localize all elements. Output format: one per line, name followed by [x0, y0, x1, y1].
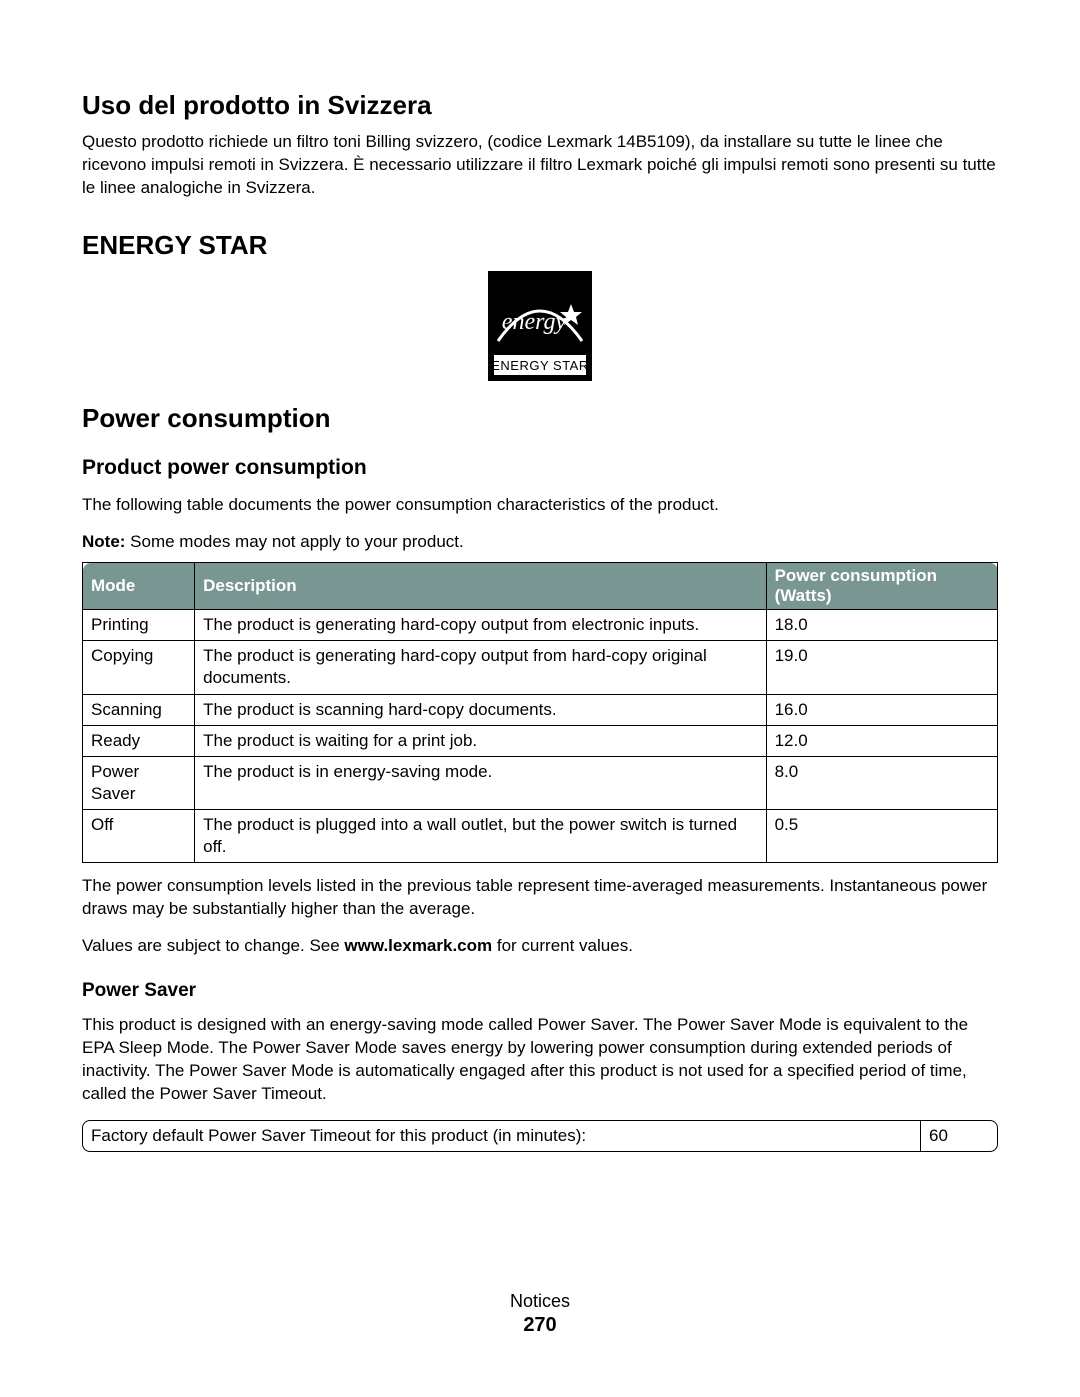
paragraph-note: Note: Some modes may not apply to your p… [82, 531, 998, 554]
heading-svizzera: Uso del prodotto in Svizzera [82, 90, 998, 121]
cell-desc: The product is generating hard-copy outp… [195, 610, 766, 641]
power-consumption-table: Mode Description Power consumption (Watt… [82, 562, 998, 863]
heading-power-consumption: Power consumption [82, 403, 998, 434]
cell-mode: Power Saver [83, 756, 195, 809]
paragraph-svizzera: Questo prodotto richiede un filtro toni … [82, 131, 998, 200]
text-pre: Values are subject to change. See [82, 936, 344, 955]
cell-mode: Copying [83, 641, 195, 694]
document-page: Uso del prodotto in Svizzera Questo prod… [0, 0, 1080, 1397]
cell-watts: 16.0 [766, 694, 997, 725]
table-header-row: Mode Description Power consumption (Watt… [83, 563, 998, 610]
table-row: Off The product is plugged into a wall o… [83, 809, 998, 862]
timeout-table: Factory default Power Saver Timeout for … [82, 1120, 998, 1152]
text-bold-url: www.lexmark.com [344, 936, 492, 955]
timeout-value: 60 [920, 1120, 998, 1152]
table-row: Factory default Power Saver Timeout for … [82, 1120, 998, 1152]
note-label: Note: [82, 532, 125, 551]
cell-watts: 0.5 [766, 809, 997, 862]
cell-watts: 18.0 [766, 610, 997, 641]
cell-watts: 12.0 [766, 725, 997, 756]
table-row: Scanning The product is scanning hard-co… [83, 694, 998, 725]
footer-label: Notices [0, 1291, 1080, 1312]
table-row: Ready The product is waiting for a print… [83, 725, 998, 756]
cell-desc: The product is plugged into a wall outle… [195, 809, 766, 862]
cell-watts: 8.0 [766, 756, 997, 809]
page-number: 270 [0, 1314, 1080, 1337]
cell-watts: 19.0 [766, 641, 997, 694]
cell-desc: The product is waiting for a print job. [195, 725, 766, 756]
page-footer: Notices 270 [0, 1291, 1080, 1337]
cell-mode: Printing [83, 610, 195, 641]
heading-energy-star: ENERGY STAR [82, 230, 998, 261]
col-mode: Mode [83, 563, 195, 610]
energy-star-box-text: ENERGY STAR [491, 358, 588, 373]
table-row: Printing The product is generating hard-… [83, 610, 998, 641]
paragraph-after-table-2: Values are subject to change. See www.le… [82, 935, 998, 958]
paragraph-after-table-1: The power consumption levels listed in t… [82, 875, 998, 921]
cell-desc: The product is scanning hard-copy docume… [195, 694, 766, 725]
cell-mode: Ready [83, 725, 195, 756]
note-text: Some modes may not apply to your product… [125, 532, 463, 551]
energy-star-logo-icon: energy ENERGY STAR [488, 271, 592, 381]
cell-desc: The product is generating hard-copy outp… [195, 641, 766, 694]
paragraph-power-saver: This product is designed with an energy-… [82, 1014, 998, 1106]
col-description: Description [195, 563, 766, 610]
heading-power-saver: Power Saver [82, 980, 998, 1002]
cell-desc: The product is in energy-saving mode. [195, 756, 766, 809]
col-watts: Power consumption (Watts) [766, 563, 997, 610]
cell-mode: Scanning [83, 694, 195, 725]
table-row: Copying The product is generating hard-c… [83, 641, 998, 694]
timeout-label: Factory default Power Saver Timeout for … [82, 1120, 920, 1152]
table-row: Power Saver The product is in energy-sav… [83, 756, 998, 809]
cell-mode: Off [83, 809, 195, 862]
energy-star-script: energy [502, 309, 567, 335]
paragraph-product-power-intro: The following table documents the power … [82, 494, 998, 517]
text-post: for current values. [492, 936, 633, 955]
heading-product-power: Product power consumption [82, 456, 998, 480]
